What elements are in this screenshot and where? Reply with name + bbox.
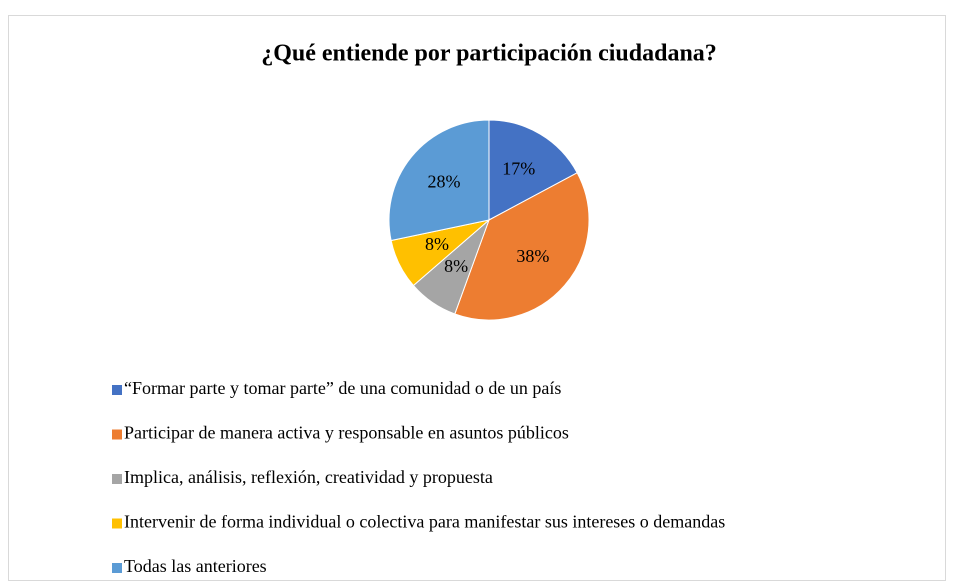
data-label: 8% [425, 234, 449, 254]
pie-slice [488, 119, 578, 221]
legend-swatch [112, 563, 122, 573]
legend-label: “Formar parte y tomar parte” de una comu… [124, 378, 561, 398]
legend-swatch [112, 518, 122, 529]
legend-swatch [112, 385, 122, 395]
data-label: 8% [444, 256, 468, 276]
legend-label: Todas las anteriores [124, 556, 267, 576]
legend-swatch [112, 429, 122, 440]
pie-slice [454, 172, 590, 321]
legend-label: Implica, análisis, reflexión, creativida… [124, 467, 493, 487]
legend-swatch [112, 474, 122, 484]
data-label: 17% [502, 158, 535, 178]
data-label: 28% [427, 172, 460, 192]
pie-slice [388, 119, 490, 242]
chart-title: ¿Qué entiende por participación ciudadan… [261, 41, 717, 67]
legend-label: Participar de manera activa y responsabl… [124, 423, 569, 443]
legend-label: Intervenir de forma individual o colecti… [124, 512, 725, 532]
data-label: 38% [516, 246, 549, 266]
